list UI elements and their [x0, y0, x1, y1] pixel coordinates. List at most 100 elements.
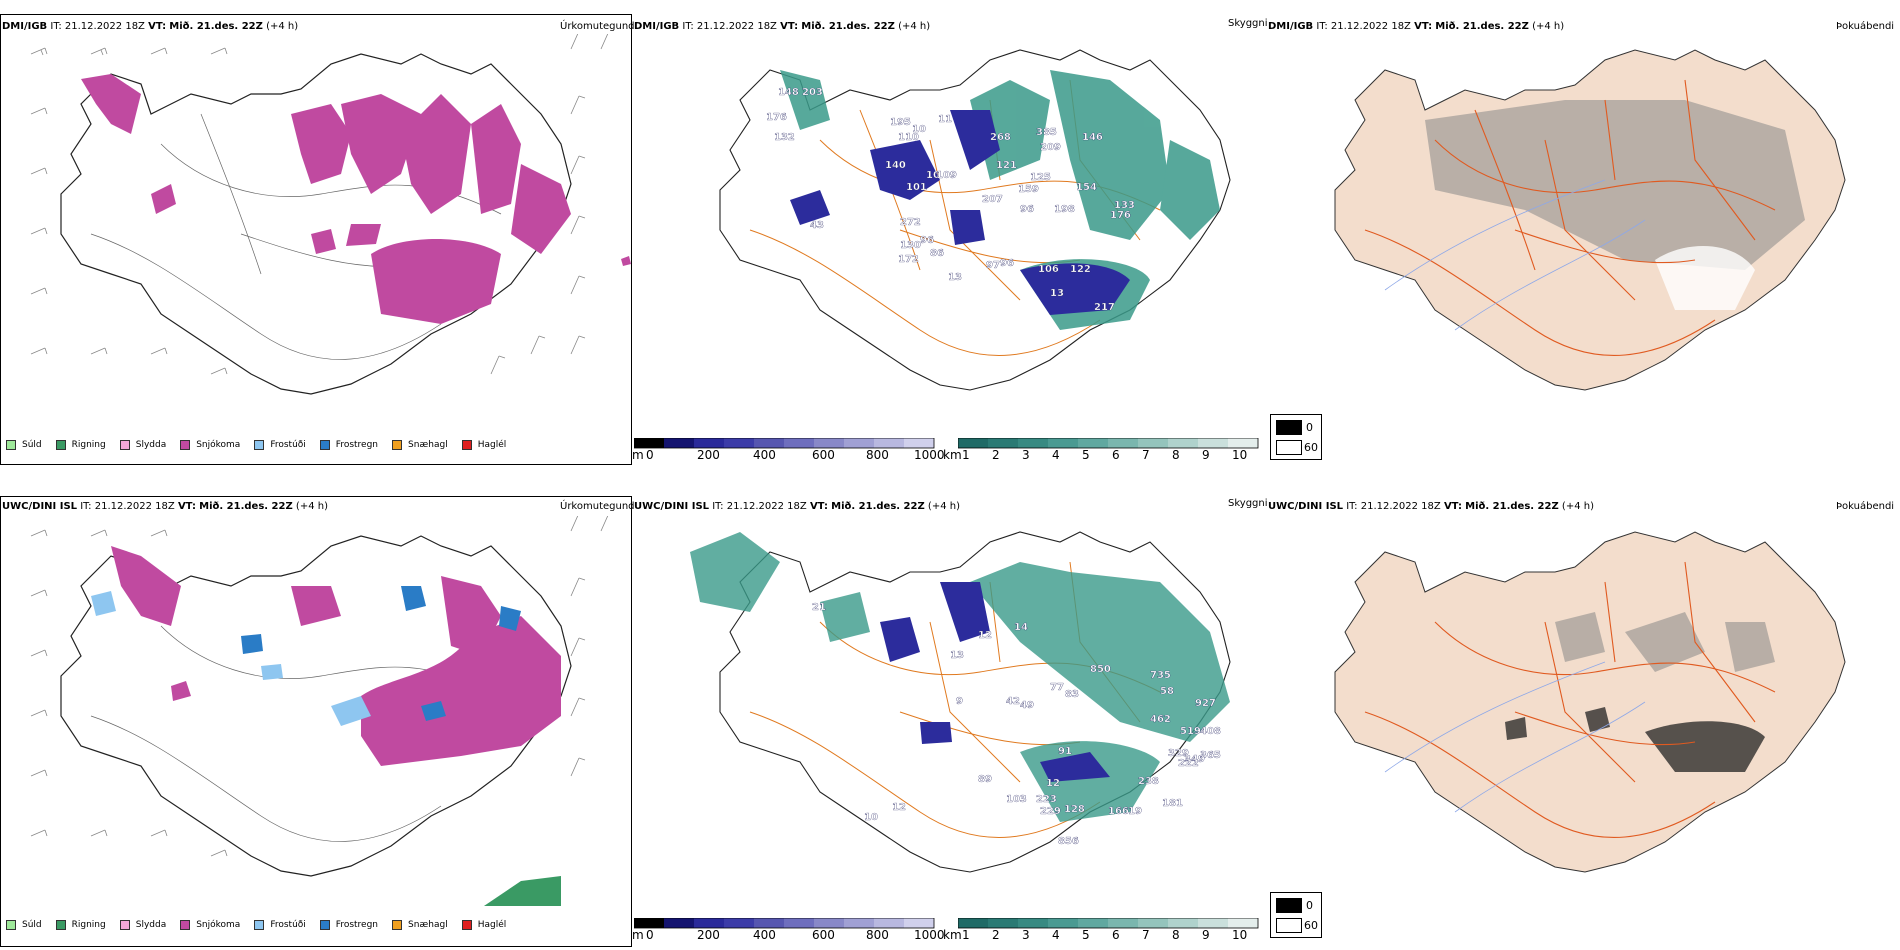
vis-colorbar-m-tick-1: 200	[697, 928, 720, 942]
legend-item-snjokoma: Snjókoma	[180, 440, 240, 450]
valid-label: VT:	[810, 501, 828, 512]
vis-colorbar-km-tick-8: 9	[1202, 928, 1210, 942]
vis-colorbar-km-tick-8: 9	[1202, 448, 1210, 462]
visibility-value-label: 238	[1138, 776, 1159, 787]
visibility-value-label: 128	[1064, 804, 1085, 815]
model-name: DMI/IGB	[1268, 21, 1313, 32]
legend-item-rigning: Rigning	[56, 920, 106, 930]
legend-swatch	[120, 920, 130, 930]
legend-label: Snjókoma	[196, 440, 240, 450]
lead-time: (+4 h)	[296, 501, 328, 512]
visibility-value-label: 14	[1014, 622, 1028, 633]
visibility-value-label: 222	[1178, 758, 1199, 769]
issue-time: 21.12.2022 18Z	[95, 501, 175, 512]
issue-label: IT:	[50, 21, 61, 32]
fog-legend-black	[1276, 420, 1302, 435]
issue-time: 21.12.2022 18Z	[697, 21, 777, 32]
visibility-value-label: 11	[938, 114, 952, 125]
fog-legend-60: 60	[1304, 919, 1318, 932]
vis-colorbar-km-tick-5: 6	[1112, 928, 1120, 942]
issue-time: 21.12.2022 18Z	[1331, 21, 1411, 32]
legend-swatch	[56, 920, 66, 930]
visibility-value-label: 83	[1065, 689, 1079, 700]
visibility-value-label: 96	[1000, 258, 1014, 269]
model-name: UWC/DINI ISL	[634, 501, 709, 512]
visibility-value-label: 97	[986, 260, 1000, 271]
valid-time: Mið. 21.des. 22Z	[1435, 21, 1529, 32]
legend-item-snaehagl: Snæhagl	[392, 920, 448, 930]
valid-time: Mið. 21.des. 22Z	[1465, 501, 1559, 512]
legend-label: Slydda	[136, 440, 166, 450]
lead-time: (+4 h)	[898, 21, 930, 32]
fog-panel-title: DMI/IGB IT: 21.12.2022 18Z VT: Mið. 21.d…	[1268, 21, 1564, 32]
fog-legend-white	[1276, 918, 1302, 933]
vis-colorbar-km-tick-0: 1	[962, 448, 970, 462]
vis-colorbar-m-tick-3: 600	[812, 928, 835, 942]
legend-item-sudld: Súld	[6, 920, 42, 930]
legend-swatch	[392, 920, 402, 930]
visibility-value-label: 13	[950, 650, 964, 661]
visibility-value-label: 198	[1054, 204, 1075, 215]
visibility-value-label: 9	[956, 696, 963, 707]
vis-colorbar-km-tick-6: 7	[1142, 448, 1150, 462]
visibility-value-label: 12	[892, 802, 906, 813]
vis-colorbar-m-tick-5: 1000	[914, 928, 945, 942]
valid-label: VT:	[780, 21, 798, 32]
visibility-value-label: 176	[1110, 210, 1131, 221]
visibility-value-label: 91	[1058, 746, 1072, 757]
visibility-value-label: 519	[1180, 726, 1201, 737]
visibility-value-label: 96	[920, 235, 934, 246]
legend-swatch	[56, 440, 66, 450]
precip-panel-title: UWC/DINI ISL IT: 21.12.2022 18Z VT: Mið.…	[2, 501, 328, 512]
visibility-value-label: 42	[1006, 696, 1020, 707]
vis-colorbar-m-tick-0: 0	[646, 928, 654, 942]
issue-label: IT:	[1316, 21, 1327, 32]
visibility-value-label: 154	[1076, 182, 1097, 193]
issue-label: IT:	[712, 501, 723, 512]
visibility-value-label: 13	[1050, 288, 1064, 299]
visibility-value-label: 106	[1038, 264, 1059, 275]
visibility-value-label: 209	[1040, 142, 1061, 153]
valid-label: VT:	[1414, 21, 1432, 32]
legend-label: Slydda	[136, 920, 166, 930]
vis-panel-title: UWC/DINI ISL IT: 21.12.2022 18Z VT: Mið.…	[634, 501, 960, 512]
visibility-value-label: 195	[890, 117, 911, 128]
rain-areas	[481, 876, 561, 906]
precip-panel-name: Úrkomutegund	[560, 501, 635, 512]
visibility-value-label: 229	[1040, 806, 1061, 817]
fog-legend-60: 60	[1304, 441, 1318, 454]
visibility-value-label: 121	[996, 160, 1017, 171]
vis-colorbar-m-tick-4: 800	[866, 928, 889, 942]
lead-time: (+4 h)	[928, 501, 960, 512]
issue-label: IT:	[1346, 501, 1357, 512]
legend-label: Snjókoma	[196, 920, 240, 930]
fog-map	[1305, 40, 1865, 420]
legend-label: Súld	[22, 440, 42, 450]
visibility-value-label: 927	[1195, 698, 1216, 709]
vis-labels-row1: 148 203176132195110101401011010911268 3852…	[690, 40, 1270, 420]
visibility-value-label: 176	[766, 112, 787, 123]
legend-swatch	[254, 440, 264, 450]
visibility-value-label: 132	[774, 132, 795, 143]
visibility-value-label: 856	[1058, 836, 1079, 847]
legend-item-haglel: Haglél	[462, 440, 507, 450]
visibility-value-label: 223	[1036, 794, 1057, 805]
precip-legend: Súld Rigning Slydda Snjókoma Frostúði Fr…	[6, 440, 520, 450]
fog-legend-white	[1276, 440, 1302, 455]
fog-panel-name: Þokuábendi	[1836, 21, 1894, 32]
legend-swatch	[320, 440, 330, 450]
visibility-value-label: 49	[1020, 700, 1034, 711]
legend-item-frostudi: Frostúði	[254, 440, 305, 450]
visibility-value-label: 146	[1082, 132, 1103, 143]
vis-colorbar-m-tick-3: 600	[812, 448, 835, 462]
visibility-value-label: 86	[930, 248, 944, 259]
vis-labels-row2: 211214139 42 49850735584629277783519 408329…	[690, 522, 1270, 902]
precip-panel-name: Úrkomutegund	[560, 21, 635, 32]
visibility-value-label: 217	[1094, 302, 1115, 313]
fog-panel-title: UWC/DINI ISL IT: 21.12.2022 18Z VT: Mið.…	[1268, 501, 1594, 512]
vis-panel-title: DMI/IGB IT: 21.12.2022 18Z VT: Mið. 21.d…	[634, 21, 930, 32]
legend-item-sudld: Súld	[6, 440, 42, 450]
visibility-value-label: 10	[864, 812, 878, 823]
legend-label: Frostúði	[270, 440, 305, 450]
visibility-value-label: 125	[1030, 172, 1051, 183]
